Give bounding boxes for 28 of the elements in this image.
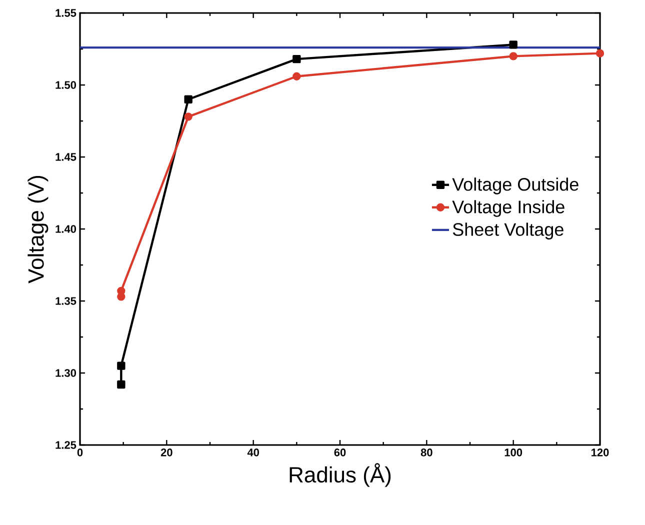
y-tick-label: 1.40 [56,225,76,233]
y-tick-label: 1.55 [56,9,76,17]
x-tick-label: 120 [592,448,609,456]
legend-label: Voltage Inside [452,200,564,217]
y-axis-title: Voltage (V) [28,176,48,284]
x-axis-title: Radius (Å) [290,463,391,487]
y-tick-label: 1.25 [56,441,76,449]
y-tick-label: 1.30 [56,369,76,377]
y-tick-label: 1.50 [56,81,76,89]
x-tick-label: 60 [334,448,346,456]
point [596,49,604,58]
point [292,72,301,80]
point [117,380,126,389]
legend-label: Sheet Voltage [452,222,564,240]
point [509,40,518,49]
point [184,112,192,121]
y-tick-label: 1.45 [56,153,76,161]
x-tick-label: 100 [504,448,522,456]
x-tick-label: 40 [247,448,259,456]
x-tick-label: 80 [420,448,432,456]
x-tick-label: 0 [77,448,83,456]
point [184,95,192,104]
legend-label: Voltage Outside [452,178,578,194]
point [509,52,518,60]
x-tick-label: 20 [160,448,172,456]
point [292,54,301,64]
y-tick-label: 1.35 [56,297,76,305]
point [117,362,126,370]
